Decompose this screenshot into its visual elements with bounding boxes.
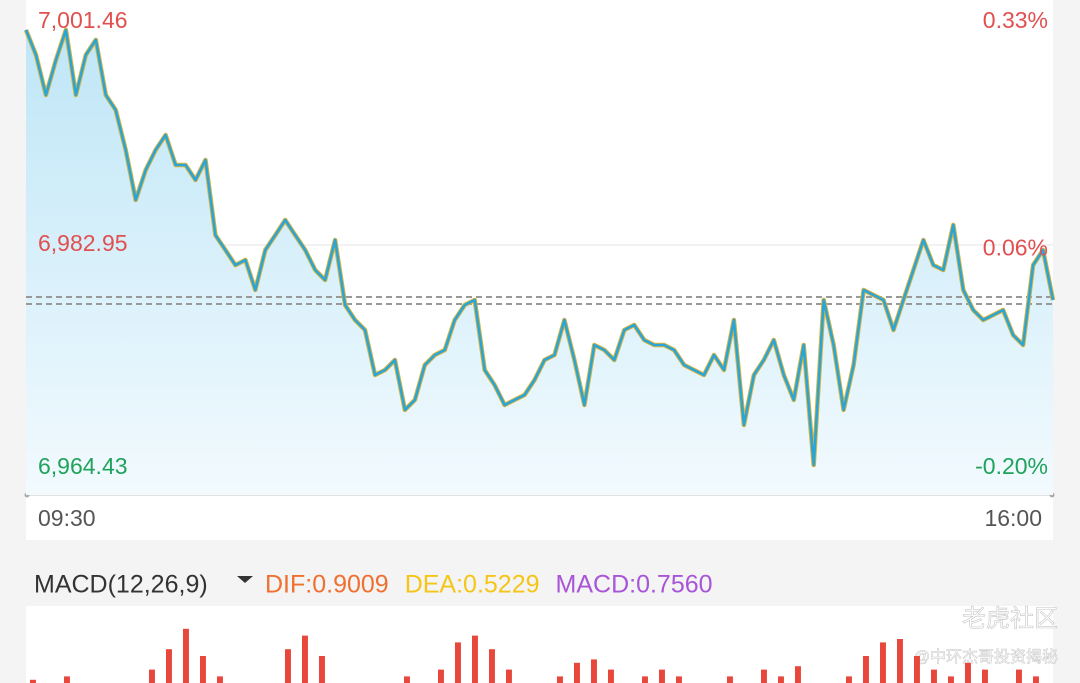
- y2-tick-label: -0.20%: [975, 453, 1048, 479]
- price-area: [26, 29, 1053, 496]
- macd-bar: [285, 649, 291, 683]
- dropdown-arrow[interactable]: [237, 576, 253, 583]
- macd-bar: [183, 628, 189, 683]
- macd-bar: [455, 642, 461, 683]
- y2-tick-label: 0.06%: [983, 234, 1048, 260]
- x-tick-label: 16:00: [984, 505, 1042, 531]
- indicator-label: DEA:0.5229: [405, 571, 540, 599]
- macd-bar: [897, 639, 903, 683]
- macd-bar: [217, 676, 223, 683]
- macd-bar: [319, 656, 325, 683]
- macd-bar: [149, 669, 155, 683]
- price-line: [24, 28, 1055, 467]
- y-tick-label: 7,001.46: [38, 7, 128, 33]
- watermark: 老虎社区: [962, 605, 1058, 632]
- macd-bar: [574, 662, 580, 683]
- macd-bar: [1016, 669, 1022, 683]
- macd-bar: [642, 676, 648, 683]
- macd-bar: [965, 662, 971, 683]
- macd-bar: [761, 669, 767, 683]
- macd-bar: [608, 669, 614, 683]
- macd-bar: [982, 669, 988, 683]
- macd-title[interactable]: MACD(12,26,9): [34, 571, 208, 599]
- macd-bar: [727, 676, 733, 683]
- indicator-label: MACD:0.7560: [556, 571, 713, 599]
- macd-bar: [863, 656, 869, 683]
- macd-bar: [591, 659, 597, 683]
- x-tick-label: 09:30: [38, 505, 96, 531]
- macd-bar: [404, 676, 410, 683]
- macd-bar: [489, 649, 495, 683]
- macd-bar: [914, 656, 920, 683]
- macd-bar: [778, 676, 784, 683]
- macd-bar: [931, 669, 937, 683]
- macd-bar: [676, 676, 682, 683]
- macd-bar: [438, 669, 444, 683]
- macd-bar: [64, 676, 70, 683]
- y-tick-label: 6,982.95: [38, 230, 128, 256]
- macd-bar: [880, 642, 886, 683]
- macd-bar: [472, 635, 478, 683]
- macd-bar: [846, 676, 852, 683]
- macd-bar: [302, 635, 308, 683]
- macd-bar: [795, 666, 801, 683]
- macd-bar: [200, 656, 206, 683]
- indicator-label: DIF:0.9009: [265, 571, 389, 599]
- macd-bar: [1033, 676, 1039, 683]
- macd-bar: [30, 679, 36, 683]
- macd-bar: [166, 649, 172, 683]
- y-tick-label: 6,964.43: [38, 453, 128, 479]
- macd-bar: [659, 669, 665, 683]
- watermark: @中环杰哥投资揭秘: [914, 648, 1058, 666]
- y2-tick-label: 0.33%: [983, 7, 1048, 33]
- macd-bar: [557, 676, 563, 683]
- macd-bars: [30, 628, 1039, 683]
- macd-bar: [506, 669, 512, 683]
- macd-bar: [948, 676, 954, 683]
